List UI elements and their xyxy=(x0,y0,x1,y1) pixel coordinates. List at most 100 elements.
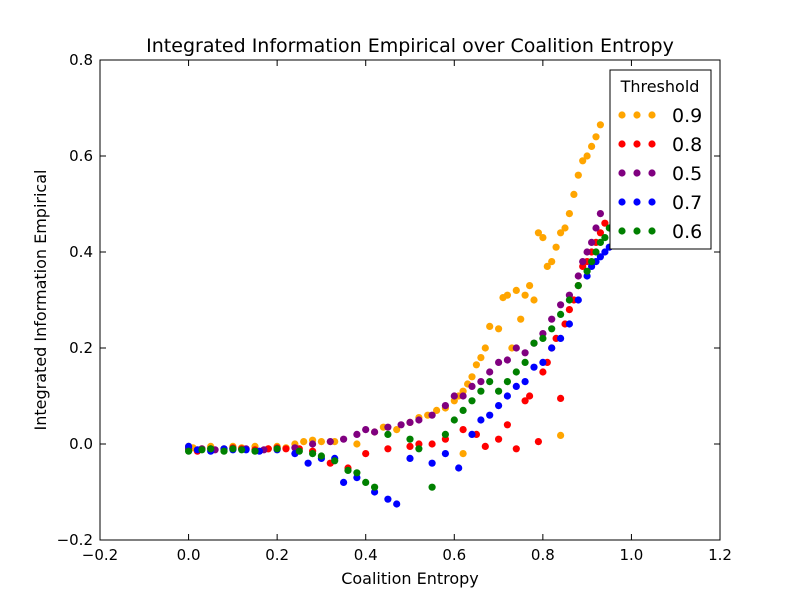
data-point xyxy=(548,258,556,266)
data-point xyxy=(428,411,436,419)
data-point xyxy=(282,445,290,453)
data-point xyxy=(557,334,565,342)
legend-marker xyxy=(648,140,656,148)
data-point xyxy=(468,373,476,381)
data-point xyxy=(481,442,489,450)
legend-marker xyxy=(633,111,641,119)
data-point xyxy=(459,406,467,414)
data-point xyxy=(185,447,193,455)
data-point xyxy=(583,152,591,160)
data-point xyxy=(309,450,317,458)
data-point xyxy=(397,421,405,429)
data-point xyxy=(530,339,538,347)
legend-marker xyxy=(618,227,626,235)
legend-title: Threshold xyxy=(620,77,700,96)
data-point xyxy=(300,438,308,446)
data-point xyxy=(468,382,476,390)
y-tick-label: 0.2 xyxy=(69,339,93,357)
data-point xyxy=(428,459,436,467)
data-point xyxy=(317,438,325,446)
data-point xyxy=(433,406,441,414)
data-point xyxy=(512,445,520,453)
data-point xyxy=(503,421,511,429)
data-point xyxy=(596,229,605,237)
data-point xyxy=(273,445,281,453)
data-point xyxy=(548,315,556,323)
data-point xyxy=(503,356,511,364)
data-point xyxy=(570,190,578,198)
x-tick-label: 0.6 xyxy=(442,546,466,564)
data-point xyxy=(592,224,600,232)
data-point xyxy=(428,440,436,448)
data-point xyxy=(495,435,503,443)
data-point xyxy=(481,344,489,352)
data-point xyxy=(495,358,503,366)
data-point xyxy=(362,450,370,458)
chart-title: Integrated Information Empirical over Co… xyxy=(146,35,674,57)
y-tick-label: 0.0 xyxy=(69,435,93,453)
data-point xyxy=(477,354,485,362)
data-point xyxy=(304,459,312,467)
legend-label: 0.8 xyxy=(672,134,702,156)
data-point xyxy=(601,248,609,256)
data-point xyxy=(371,483,379,491)
legend-box xyxy=(609,69,712,250)
data-point xyxy=(534,438,543,446)
data-point xyxy=(592,248,600,256)
x-axis-label: Coalition Entropy xyxy=(341,569,479,588)
data-point xyxy=(521,291,529,299)
data-point xyxy=(552,243,560,251)
data-point xyxy=(503,378,511,386)
data-point xyxy=(596,121,605,129)
data-point xyxy=(384,423,392,431)
data-point xyxy=(472,361,480,369)
data-point xyxy=(428,483,436,491)
data-point xyxy=(548,325,556,333)
data-point xyxy=(362,426,370,434)
data-point xyxy=(543,262,551,270)
data-point xyxy=(207,445,215,453)
data-point xyxy=(295,447,303,455)
y-tick-label: 0.4 xyxy=(69,243,93,261)
data-point xyxy=(539,234,547,242)
data-point xyxy=(441,450,449,458)
data-point xyxy=(521,349,529,357)
data-point xyxy=(530,296,538,304)
data-point xyxy=(415,445,423,453)
x-tick-label: 1.0 xyxy=(619,546,643,564)
y-tick-label: −0.2 xyxy=(57,531,93,549)
data-point xyxy=(548,344,556,352)
data-point xyxy=(512,382,520,390)
data-point xyxy=(596,210,605,218)
data-point xyxy=(592,133,600,141)
data-point xyxy=(344,466,352,474)
y-axis-ticks: −0.2 0.0 0.2 0.4 0.6 0.8 xyxy=(57,51,720,549)
legend-label: 0.9 xyxy=(672,105,702,127)
data-point xyxy=(220,447,228,455)
legend-marker xyxy=(633,140,641,148)
data-point xyxy=(340,478,348,486)
x-tick-label: 1.2 xyxy=(708,546,732,564)
data-point xyxy=(512,368,520,376)
data-point xyxy=(459,426,467,434)
data-point xyxy=(495,325,503,333)
data-point xyxy=(521,378,529,386)
data-point xyxy=(406,435,414,443)
x-tick-label: 0.2 xyxy=(265,546,289,564)
data-point xyxy=(539,368,547,376)
data-point xyxy=(588,258,596,266)
data-point xyxy=(539,334,547,342)
data-point xyxy=(486,322,494,330)
legend-marker xyxy=(618,140,626,148)
data-point xyxy=(561,224,569,232)
data-point xyxy=(565,320,574,328)
data-point xyxy=(251,447,259,455)
legend-marker xyxy=(648,111,656,119)
data-point xyxy=(503,392,511,400)
legend-marker xyxy=(618,169,626,177)
data-point xyxy=(601,219,609,227)
data-point xyxy=(450,392,458,400)
data-point xyxy=(557,431,565,439)
data-point xyxy=(574,171,582,179)
legend-entries: 0.9 0.8 0.5 0.7 0.6 xyxy=(618,105,702,243)
